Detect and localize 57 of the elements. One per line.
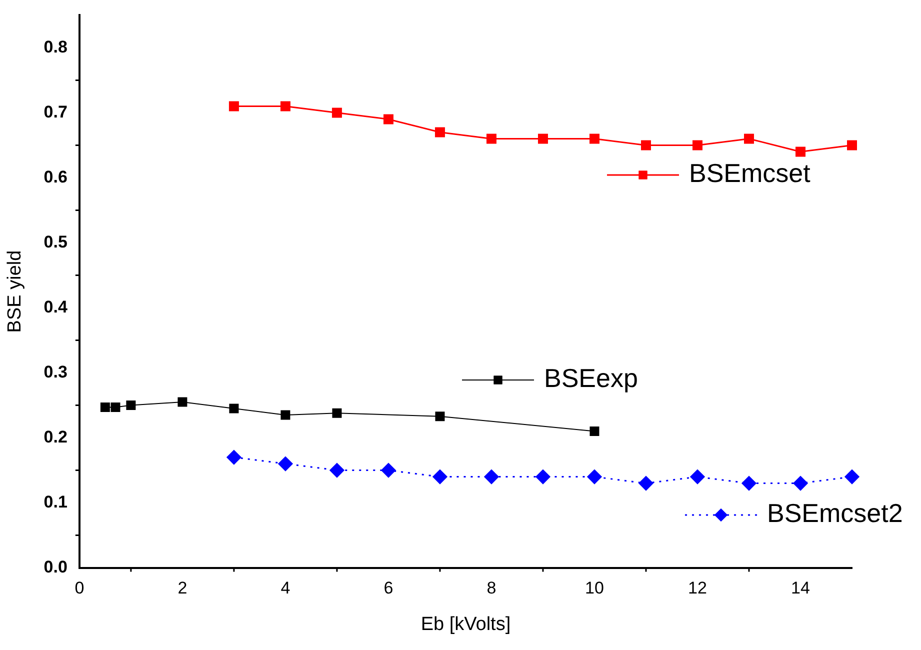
y-tick-label: 0.5	[44, 232, 68, 252]
x-tick-label: 6	[384, 578, 394, 598]
x-tick-label: 0	[74, 578, 84, 598]
point	[587, 470, 602, 484]
point	[434, 127, 445, 138]
point	[744, 134, 754, 144]
y-tick-label: 0.6	[44, 167, 68, 186]
point	[484, 470, 499, 484]
x-tick-label: 12	[688, 578, 707, 598]
point	[178, 397, 188, 407]
point	[538, 134, 548, 144]
point	[383, 114, 394, 124]
point	[590, 426, 600, 436]
y-tick-label: 0.1	[44, 492, 68, 512]
point	[690, 470, 705, 484]
x-tick-label: 8	[486, 578, 496, 598]
x-tick-label: 4	[280, 578, 290, 598]
point	[435, 412, 445, 422]
point	[589, 134, 600, 144]
point	[742, 476, 756, 491]
y-tick-label: 0.3	[44, 362, 68, 382]
y-tick-label: 0.7	[44, 102, 68, 122]
point	[332, 108, 342, 118]
legend-label: BSEexp	[544, 363, 638, 394]
legend-label: BSEmcset2	[767, 498, 903, 528]
point	[844, 470, 860, 484]
point	[796, 146, 806, 157]
y-tick-label: 0.4	[44, 297, 68, 316]
point	[280, 101, 290, 112]
point	[640, 140, 651, 150]
y-tick-label: 0.8	[44, 37, 68, 56]
point	[229, 404, 239, 414]
point	[110, 402, 120, 412]
point	[228, 101, 239, 112]
y-axis-title: BSE yield	[4, 250, 26, 333]
point	[793, 476, 808, 491]
point	[226, 450, 242, 465]
point	[330, 463, 344, 478]
y-tick-label: 0.0	[44, 557, 68, 576]
point	[432, 470, 448, 484]
point	[847, 140, 857, 150]
x-tick-label: 2	[178, 578, 188, 598]
y-tick-label: 0.2	[44, 427, 68, 446]
x-axis-title: Eb [kVolts]	[420, 614, 511, 635]
legend-label: BSEmcset	[689, 158, 812, 188]
point	[126, 400, 136, 410]
x-tick-label: 14	[791, 578, 810, 598]
point	[278, 456, 293, 472]
point	[536, 470, 550, 484]
point	[486, 134, 496, 144]
point	[381, 463, 396, 478]
point	[100, 402, 110, 412]
point	[280, 410, 290, 420]
point	[332, 408, 342, 418]
point	[638, 476, 654, 491]
x-tick-label: 10	[585, 578, 604, 598]
point	[692, 140, 702, 150]
